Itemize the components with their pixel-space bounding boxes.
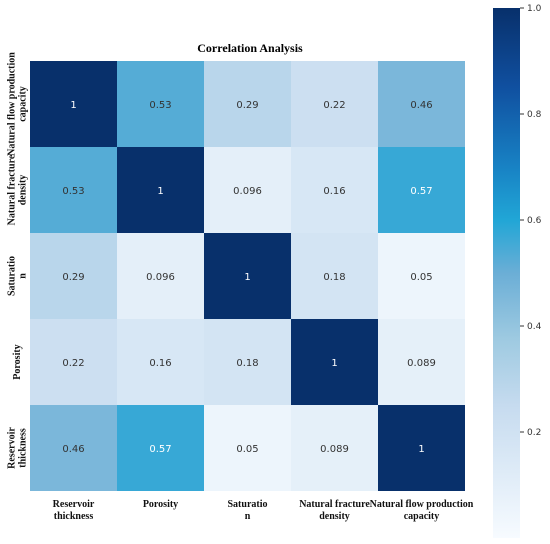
heatmap-cell [30,233,117,319]
cell-value-label: 0.22 [62,358,84,369]
heatmap-cell [30,147,117,233]
cell-value-label: 0.18 [323,272,345,283]
cell-value-label: 0.46 [410,100,432,111]
cell-value-label: 0.57 [410,186,432,197]
heatmap-cell [291,405,378,491]
heatmap-cell [30,61,117,147]
cell-value-label: 0.16 [149,358,171,369]
colorbar-ticks: 0.2 0.4 0.6 0.8 1.0 [520,4,542,438]
heatmap-cell [117,61,204,147]
col-labels: Reservoir thickness Porosity Saturatio n Natu… [53,499,474,522]
cell-value-label: 0.46 [62,444,84,455]
cell-value-label: 0.53 [149,100,171,111]
cell-value-label: 1 [331,358,337,369]
col-label: Reservoir thickness [53,499,95,522]
heatmap-cell [204,233,291,319]
cell-value-label: 0.096 [146,272,175,283]
col-label: Natural fracture density [299,499,370,522]
cell-value-label: 0.29 [236,100,258,111]
cell-value-label: 0.089 [320,444,349,455]
heatmap-cell [378,61,465,147]
colorbar-tick-label: 0.8 [527,110,542,120]
cell-value-label: 0.18 [236,358,258,369]
colorbar [493,8,520,538]
heatmap-cell [30,319,117,405]
heatmap-cell [204,319,291,405]
row-label: Saturation [7,256,29,296]
cell-value-label: 0.05 [236,444,258,455]
col-label: Porosity [143,499,178,510]
heatmap-cell [291,233,378,319]
heatmap-cell [204,61,291,147]
heatmap-cell [204,405,291,491]
cell-value-label: 0.57 [149,444,171,455]
col-label: Saturatio n [228,499,268,522]
cell-value-label: 1 [157,186,163,197]
heatmap-cell [291,61,378,147]
heatmap-cell [117,405,204,491]
cell-value-label: 0.22 [323,100,345,111]
cell-value-label: 1 [418,444,424,455]
heatmap-cell [378,233,465,319]
cell-value-label: 0.16 [323,186,345,197]
row-label: Reservoirthickness [7,427,29,469]
heatmap-cell [117,147,204,233]
heatmap-cell [291,147,378,233]
colorbar-tick-label: 0.4 [527,322,542,332]
heatmap-cell [291,319,378,405]
row-label: Porosity [12,344,23,379]
cell-value-label: 0.29 [62,272,84,283]
cell-value-label: 0.05 [410,272,432,283]
colorbar-tick-label: 0.6 [527,216,542,226]
heatmap-cell [378,147,465,233]
col-label: Natural flow production capacity [370,499,474,522]
row-label: Natural flow productioncapacity [7,52,29,156]
cell-value-label: 0.089 [407,358,436,369]
heatmap-cell [378,319,465,405]
heatmap-cell [117,233,204,319]
row-label: Natural fracturedensity [7,154,29,225]
heatmap-cell [204,147,291,233]
colorbar-tick-label: 1.0 [527,4,542,14]
cell-value-label: 0.53 [62,186,84,197]
cell-value-label: 1 [244,272,250,283]
colorbar-tick-label: 0.2 [527,428,541,438]
heatmap-cell [117,319,204,405]
heatmap-cells: 1 0.53 0.29 0.22 0.46 0.53 1 0.096 0.16 0.57 0.29 0… [30,61,465,491]
heatmap-cell [378,405,465,491]
cell-value-label: 1 [70,100,76,111]
heatmap-cell [30,405,117,491]
cell-value-label: 0.096 [233,186,262,197]
chart-title: Correlation Analysis [197,41,303,55]
